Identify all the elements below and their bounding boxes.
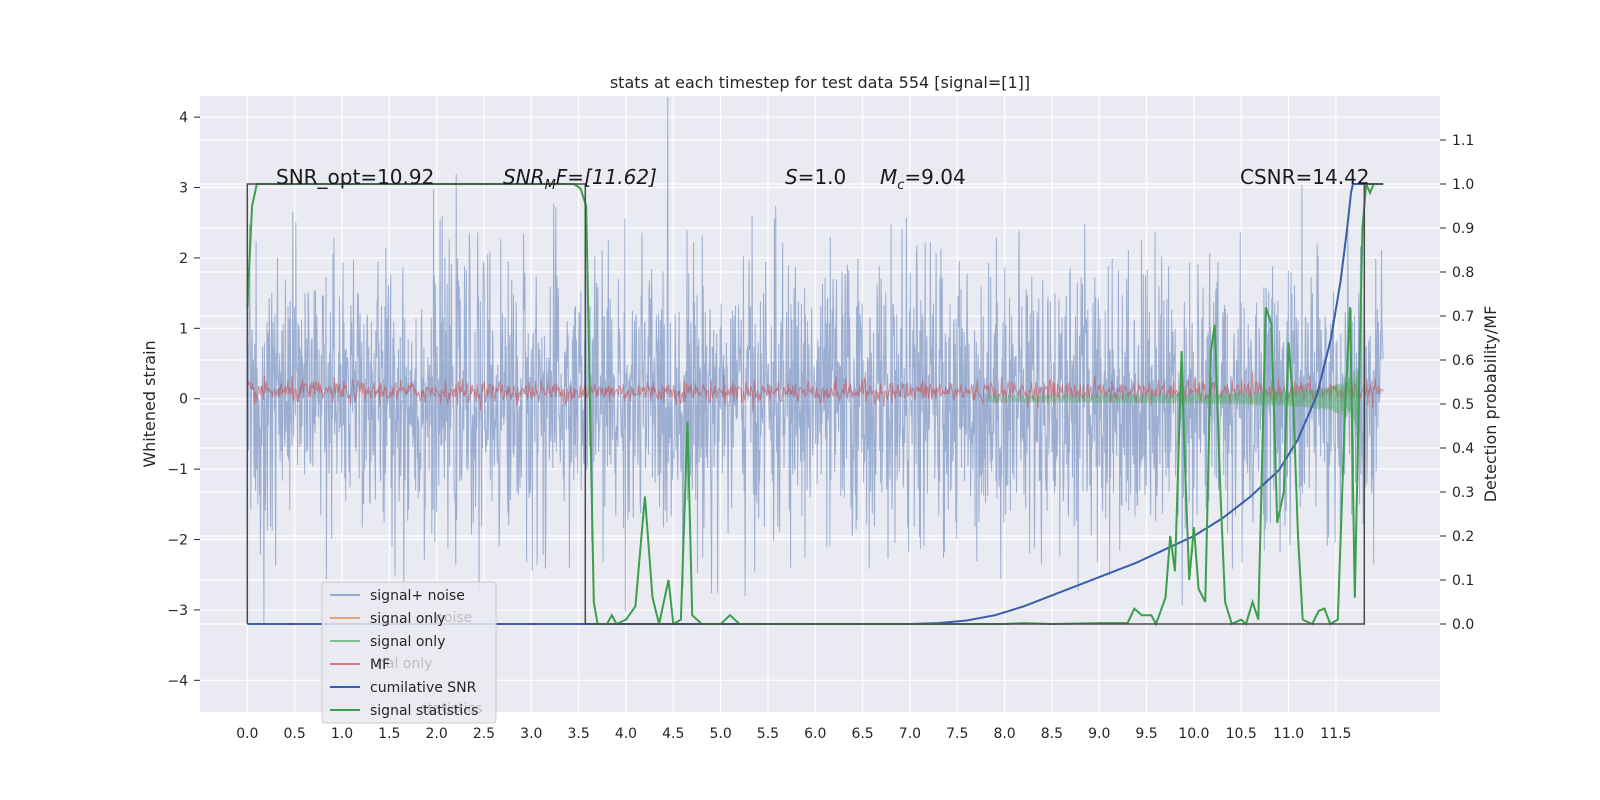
x-tick-label: 2.5 (473, 726, 495, 742)
x-tick-label: 4.0 (615, 726, 637, 742)
s-symbol: S (785, 165, 798, 189)
snr-mf-rest: F=[11.62] (556, 165, 657, 189)
y-right-tick-label: 0.0 (1452, 617, 1474, 633)
y-right-tick-label: 0.9 (1452, 221, 1474, 237)
y-tick-label: −1 (167, 462, 188, 478)
x-tick-label: 0.5 (284, 726, 306, 742)
legend-label-signal-only-1: signal only (370, 611, 445, 627)
y-axis-label: Whitened strain (140, 340, 159, 467)
y-tick-label: −3 (167, 603, 188, 619)
data-layer (246, 97, 1384, 627)
legend-label-signal-noise: signal+ noise (370, 588, 465, 604)
y-tick-label: −4 (167, 673, 188, 689)
x-tick-label: 7.5 (946, 726, 968, 742)
x-tick-label: 8.5 (1041, 726, 1063, 742)
y-right-tick-label: 1.1 (1452, 133, 1474, 149)
x-tick-label: 10.0 (1178, 726, 1209, 742)
x-tick-label: 3.0 (520, 726, 542, 742)
x-tick-label: 7.0 (899, 726, 921, 742)
y-right-tick-label: 0.8 (1452, 265, 1474, 281)
annotation-s: S=1.0 (785, 165, 846, 189)
y-right-tick-label: 0.6 (1452, 353, 1474, 369)
legend-label-signal-only-2: signal only (370, 634, 445, 650)
mc-value: =9.04 (904, 165, 965, 189)
y-right-tick-label: 0.2 (1452, 529, 1474, 545)
y-right-tick-label: 0.4 (1452, 441, 1474, 457)
s-value: =1.0 (798, 165, 847, 189)
x-tick-label: 8.0 (993, 726, 1015, 742)
legend-label-signal-statistics: signal statistics (370, 703, 478, 719)
x-tick-label: 11.5 (1320, 726, 1351, 742)
annotation-mc: Mc=9.04 (880, 165, 966, 193)
x-tick-label: 2.0 (426, 726, 448, 742)
x-tick-label: 10.5 (1226, 726, 1257, 742)
y-tick-label: 3 (179, 181, 188, 197)
x-tick-label: 6.0 (804, 726, 826, 742)
ticks: 0.0 0.5 1.0 1.5 2.0 2.5 3.0 3.5 4.0 4.5 5.0 5.5 6.0 6… (167, 110, 1474, 742)
mc-subscript: c (897, 178, 904, 193)
x-tick-label: 4.5 (662, 726, 684, 742)
legend: noise nal only statistics signal+ noise … (321, 581, 497, 724)
annotation-csnr: CSNR=14.42 (1240, 165, 1370, 189)
y-tick-label: 1 (179, 321, 188, 337)
series-signal-only (985, 344, 1360, 437)
annotation-snr-mf: SNRMF=[11.62] (503, 165, 657, 193)
y-tick-label: 2 (179, 251, 188, 267)
y-right-tick-label: 0.3 (1452, 485, 1474, 501)
x-tick-label: 9.0 (1088, 726, 1110, 742)
snr-mf-sub: M (545, 178, 556, 193)
y-tick-label: −2 (167, 533, 188, 549)
y-right-tick-label: 0.7 (1452, 309, 1474, 325)
x-tick-label: 1.5 (378, 726, 400, 742)
y-tick-label: 4 (179, 110, 188, 126)
legend-label-cumulative-snr: cumilative SNR (370, 680, 477, 696)
y-axis-label-right: Detection probability/MF (1481, 306, 1500, 503)
chart-title: stats at each timestep for test data 554… (610, 73, 1030, 92)
x-tick-label: 6.5 (851, 726, 873, 742)
x-tick-label: 3.5 (567, 726, 589, 742)
legend-ghost-label: noise (435, 610, 472, 626)
x-tick-label: 5.0 (709, 726, 731, 742)
series-signal-statistics (246, 183, 1384, 627)
series-window (246, 183, 1384, 625)
x-tick-label: 11.0 (1273, 726, 1304, 742)
snr-mf-base: SNR (503, 165, 545, 189)
mc-symbol: M (880, 165, 897, 189)
x-tick-label: 9.5 (1135, 726, 1157, 742)
legend-ghost-label: nal only (377, 656, 432, 672)
legend-label-mf: MF (370, 657, 390, 673)
y-tick-label: 0 (179, 392, 188, 408)
legend-ghost-label: statistics (420, 701, 482, 717)
y-right-tick-label: 0.1 (1452, 573, 1474, 589)
x-tick-label: 1.0 (331, 726, 353, 742)
series-signal-noise (246, 97, 1384, 625)
legend-frame (321, 581, 497, 724)
annotation-snr-opt: SNR_opt=10.92 (276, 165, 434, 189)
y-right-tick-label: 1.0 (1452, 177, 1474, 193)
series-mf (246, 371, 1384, 411)
y-right-tick-label: 0.5 (1452, 397, 1474, 413)
x-tick-label: 0.0 (236, 726, 258, 742)
x-tick-label: 5.5 (757, 726, 779, 742)
